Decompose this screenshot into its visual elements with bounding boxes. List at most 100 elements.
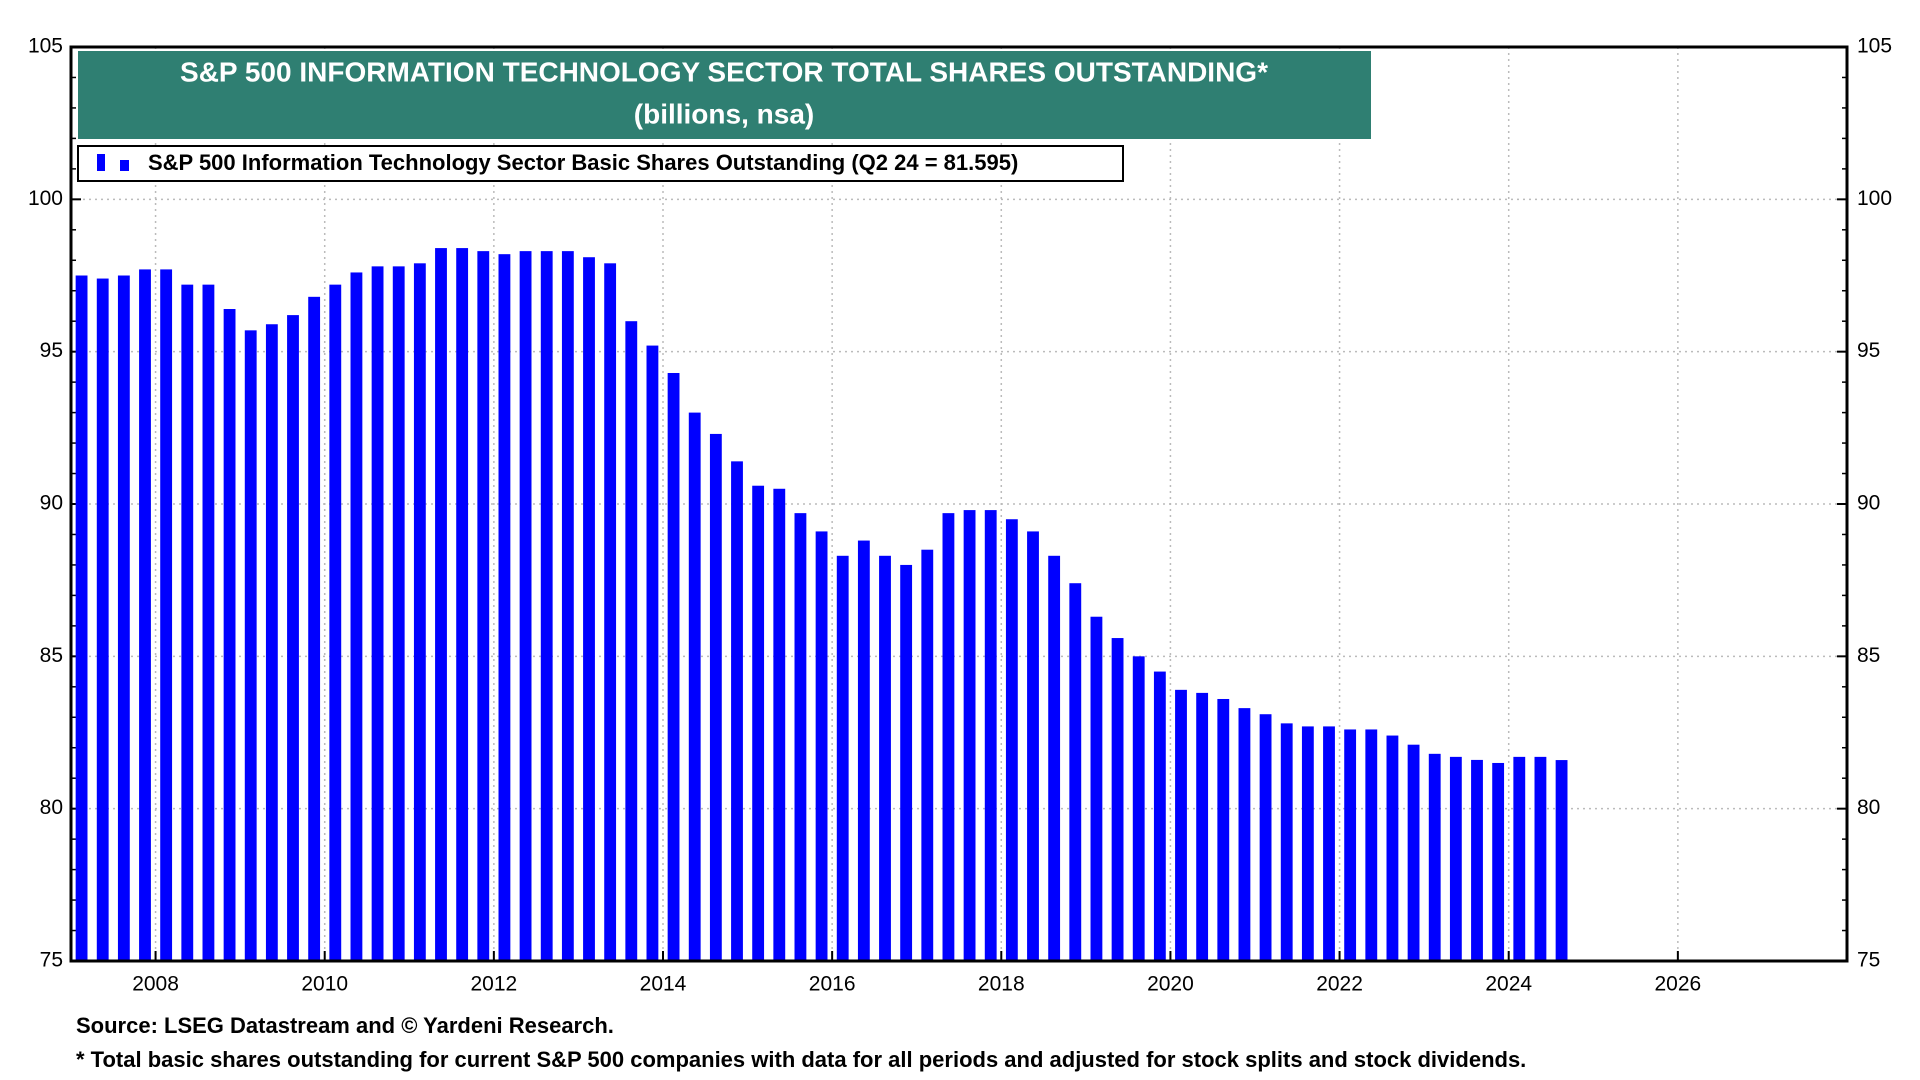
bar [879,555,891,961]
bar [688,412,701,962]
plot-frame [69,45,1849,963]
bar [1196,692,1209,961]
x-tick-label: 2010 [301,973,348,996]
bar [1153,671,1166,961]
legend-swatch [97,154,105,171]
bar [519,251,532,962]
bar [96,278,109,962]
source: Source: LSEG Datastream and © Yardeni Re… [76,1013,614,1038]
y2-tick-label: 90 [1857,492,1880,515]
x-tick-label: 2018 [978,973,1025,996]
y2-tick-label: 95 [1857,339,1880,362]
bar [1513,756,1526,961]
bar [75,275,88,961]
bar [1386,735,1399,961]
x-tick-label: 2022 [1316,973,1363,996]
bar [900,564,913,961]
bar [1471,759,1483,961]
bar [202,284,215,961]
x-tick-label: 2016 [809,973,856,996]
bar [413,263,426,961]
bar [731,461,743,961]
legend-label: S&P 500 Information Technology Sector Ba… [148,150,1018,175]
x-tick-label: 2024 [1485,973,1532,996]
bar [604,263,617,961]
footnote: * Total basic shares outstanding for cur… [76,1047,1526,1072]
bar [498,254,511,961]
bar [265,324,278,961]
bar [1217,698,1230,961]
bar [794,513,807,961]
bar [1175,689,1187,961]
bar [1344,729,1357,961]
bar [223,309,236,962]
bar [139,269,151,961]
bar [963,510,976,961]
bar [1428,753,1441,961]
chart-title: S&P 500 INFORMATION TECHNOLOGY SECTOR TO… [180,56,1268,87]
bar [1365,729,1378,961]
y-tick-label: 100 [28,187,63,210]
bar [1238,708,1251,961]
x-tick-label: 2020 [1147,973,1194,996]
bar [1132,656,1145,961]
bar [1449,756,1462,961]
bar [942,513,955,961]
bar [1492,762,1505,961]
bar [308,296,321,961]
bar [709,433,722,962]
bar [117,275,130,961]
bar [836,555,849,961]
bar [815,531,828,961]
bar [1301,726,1314,961]
y2-tick-label: 80 [1857,796,1880,819]
bar [1111,638,1124,961]
bar [371,266,384,961]
y-tick-label: 95 [40,339,63,362]
bar [1407,744,1420,961]
bar [1323,726,1335,961]
bar [984,510,997,961]
bar [857,540,870,961]
bar [1048,555,1061,961]
bar [477,251,490,962]
legend-swatch [120,160,129,171]
bar [773,488,786,961]
bar [583,257,595,962]
bar [329,284,342,961]
y2-tick-label: 85 [1857,644,1880,667]
x-tick-label: 2026 [1654,973,1701,996]
bar [435,248,447,961]
x-tick-label: 2008 [132,973,179,996]
y-tick-label: 85 [40,644,63,667]
bar [287,315,299,961]
bar [160,269,173,961]
title-box [78,51,1371,139]
y-tick-label: 90 [40,492,63,515]
bar [1555,760,1568,961]
bar [1534,756,1547,961]
bar [392,266,405,961]
y2-tick-label: 75 [1857,949,1880,972]
y2-tick-label: 100 [1857,187,1892,210]
x-tick-label: 2014 [640,973,687,996]
chart-subtitle: (billions, nsa) [634,98,814,129]
bar [1027,531,1039,961]
y2-tick-label: 105 [1857,35,1892,58]
bar [1259,714,1272,961]
bar [921,549,934,961]
bar [561,251,574,962]
bar [646,345,659,961]
bar [1069,583,1082,961]
y-tick-label: 105 [28,35,63,58]
x-tick-label: 2012 [470,973,517,996]
bar [350,272,363,961]
bar [625,321,638,961]
bar [1005,519,1018,961]
bar [456,248,469,961]
y-tick-label: 80 [40,796,63,819]
bar [244,330,257,962]
bar [1090,616,1103,961]
